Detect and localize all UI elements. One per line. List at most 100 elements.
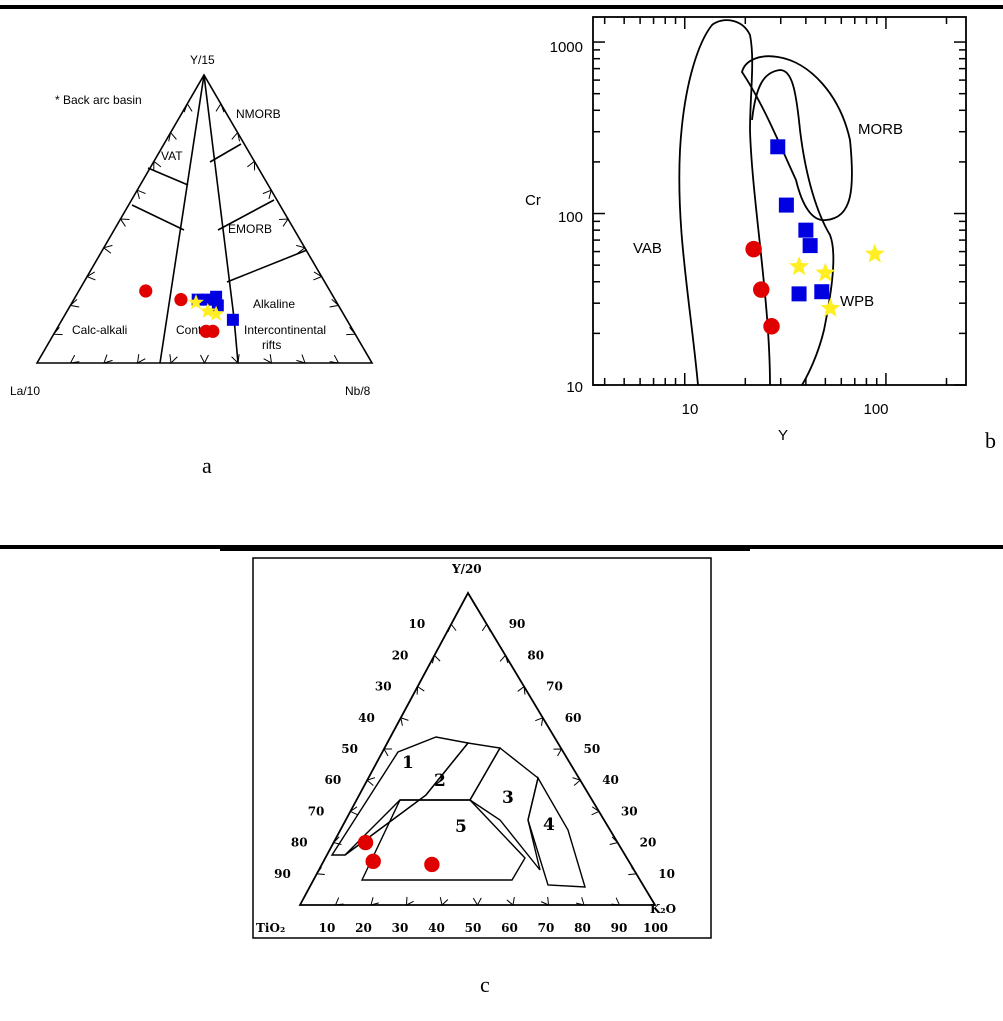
panel-c-bottom-tick-label: 20	[355, 921, 372, 935]
panel-a-label-nmorb: NMORB	[236, 107, 281, 121]
panel-c-right-tick-label: 80	[527, 648, 544, 662]
panel-a-label-calc-alkali: Calc-alkali	[72, 323, 127, 337]
panel-c-tick	[628, 866, 638, 876]
panel-c-left-tick-label: 70	[308, 804, 325, 818]
panel-c-tick	[576, 897, 585, 906]
panel-c-left-tick-label: 50	[341, 742, 358, 756]
panel-c-tick	[540, 896, 550, 906]
panel-c-right-tick-label: 70	[546, 680, 563, 694]
panel-c-bottom-tick-label: 50	[465, 921, 482, 935]
panel-c-bottom-tick-label: 60	[501, 921, 518, 935]
panel-c-tick	[431, 654, 441, 664]
panel-c-left-tick-label: 60	[324, 773, 341, 787]
panel-b-point-star-2	[815, 262, 836, 282]
panel-a-vat-upper-line	[147, 167, 189, 186]
panel-b-point-circle-1	[745, 240, 762, 258]
panel-a-tick	[69, 354, 80, 364]
panel-a-label-alkaline: Alkaline	[253, 297, 295, 311]
panel-a-tick	[279, 218, 289, 227]
panel-c-right-tick-label: 90	[509, 617, 526, 631]
panel-b-cr-y-diagram: VAB MORB WPB Cr Y 1000 100 10 10 100	[525, 16, 967, 444]
panel-a-point-circle-2	[174, 293, 188, 307]
panel-c-tick	[481, 623, 491, 632]
panel-c-left-tick-label: 20	[392, 648, 409, 662]
panel-c-right-tick-label: 40	[602, 773, 619, 787]
panel-a-tick	[247, 160, 256, 171]
panel-a-tick	[262, 189, 272, 199]
panel-c-right-tick-label: 10	[658, 867, 675, 881]
panel-a-tick	[313, 271, 323, 281]
panel-a-tick	[153, 160, 162, 171]
panel-b-data-points	[745, 139, 885, 335]
panel-a-tick	[169, 354, 178, 365]
panel-c-left-tick-label: 80	[291, 836, 308, 850]
panel-c-bottom-tick-label: 90	[611, 921, 628, 935]
panel-c-bottom-tick-label: 70	[538, 921, 555, 935]
panel-c-tick	[439, 897, 449, 906]
panel-b-point-square-2	[778, 197, 794, 213]
panel-a-label-rifts: rifts	[262, 338, 281, 352]
panel-a-data-points	[139, 284, 239, 338]
panel-c-tick	[591, 806, 600, 816]
panel-a-point-star-2	[199, 302, 216, 318]
panel-c-bottom-tick-label: 40	[428, 921, 445, 935]
panel-a-axis-ticks	[52, 102, 357, 365]
panel-c-tick	[349, 806, 358, 816]
panel-a-tick	[215, 102, 225, 113]
panel-c-frame	[252, 557, 712, 939]
panel-a-tick	[102, 244, 113, 254]
panel-c-field-3	[469, 746, 541, 871]
panel-c-left-tick-label: 40	[358, 711, 375, 725]
panel-b-point-square-4	[802, 238, 818, 254]
panel-c-caption: c	[480, 972, 490, 997]
panel-c-tick	[517, 685, 526, 695]
panel-c-tick	[535, 717, 544, 726]
panel-c-axis-ticks	[315, 623, 638, 907]
panel-c-field-label-5: 5	[455, 817, 467, 837]
panel-a-tick	[119, 218, 130, 227]
panel-a-tick	[183, 102, 193, 113]
panel-a-label-intercontinental: Intercontinental	[244, 323, 326, 337]
panel-c-tick	[611, 897, 621, 906]
panel-c-point-circle-1	[357, 834, 374, 851]
panel-c-bottom-tick-label: 30	[392, 921, 409, 935]
panel-c-apex-right: K₂O	[650, 902, 676, 916]
panel-c-tick	[405, 896, 414, 906]
panel-a-boundary-calc-cont	[159, 74, 205, 364]
panel-c-tick	[315, 866, 325, 875]
panel-a-tick	[200, 354, 209, 365]
panel-b-field-vab	[678, 19, 771, 386]
panel-b-point-star-1	[789, 256, 809, 276]
panel-a-apex-left: La/10	[10, 384, 40, 398]
panel-a-tick	[263, 354, 273, 364]
panel-c-apex-left: TiO₂	[256, 921, 285, 935]
panel-a-tick	[231, 131, 241, 142]
panel-b-label-morb: MORB	[858, 121, 903, 138]
panel-c-right-tick-label: 20	[640, 836, 657, 850]
panel-c-field-4	[527, 776, 586, 888]
panel-b-point-square-1	[770, 139, 786, 155]
panel-c-data-points	[357, 834, 440, 873]
panel-a-tick	[231, 354, 240, 365]
panel-b-ylabel: Cr	[525, 192, 541, 209]
panel-c-field-label-2: 2	[434, 771, 446, 791]
panel-a-point-star-3	[208, 305, 225, 321]
panel-a-ternary-diagram: Y/15 La/10 Nb/8 * Back arc basin VAT NMO…	[10, 53, 374, 398]
panel-c-field-label-1: 1	[402, 753, 414, 773]
panel-c-tick	[499, 654, 509, 664]
panel-b-axis-ticks	[593, 17, 966, 386]
panel-a-point-square-5	[211, 299, 224, 312]
panel-a-tick	[346, 326, 357, 336]
panel-c-tick	[447, 623, 457, 632]
panel-b-point-square-5	[791, 286, 807, 302]
panel-a-apex-right: Nb/8	[345, 384, 371, 398]
panel-c-tick	[334, 897, 344, 906]
panel-c-apex-top: Y/20	[451, 562, 482, 576]
panel-c-left-tick-label: 30	[375, 680, 392, 694]
panel-a-triangle-outline	[35, 73, 374, 364]
panel-c-right-tick-label: 30	[621, 804, 638, 818]
panel-c-tick	[383, 748, 393, 757]
panel-a-tick	[85, 271, 96, 281]
panel-b-field-wpb	[751, 69, 835, 386]
panel-a-tick	[136, 354, 146, 364]
